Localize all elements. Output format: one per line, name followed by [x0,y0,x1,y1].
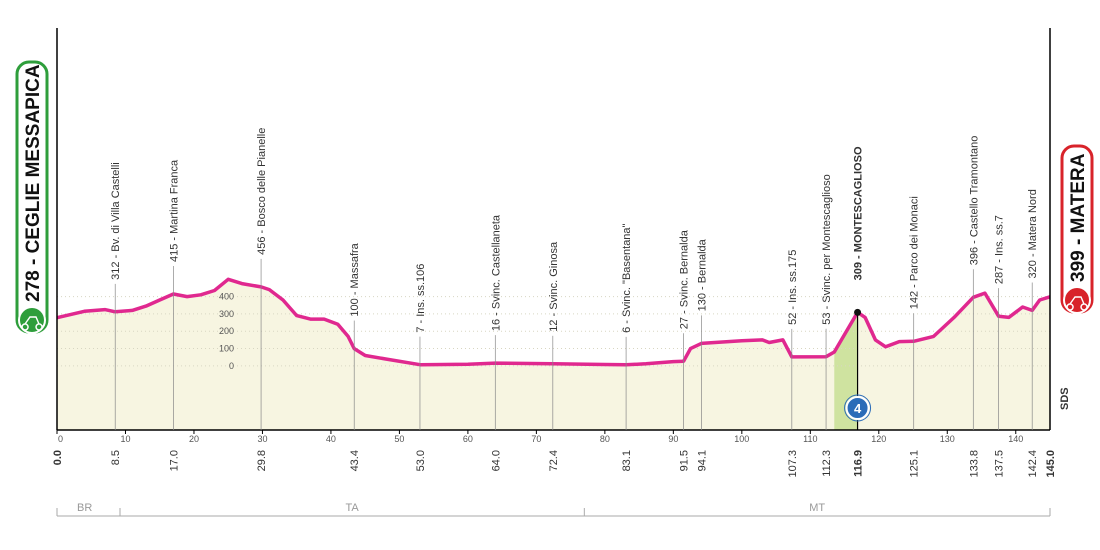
km-label: 83.1 [621,450,633,471]
province-label: BR [77,502,92,514]
waypoint-label: 312 - Bv. di Villa Castelli [110,162,122,280]
waypoint-dot [854,308,862,316]
profile-line [56,277,1051,367]
km-label: 137.5 [994,450,1006,478]
x-tick-label: 100 [734,434,749,444]
y-tick-label: 400 [219,292,234,302]
waypoint-label: 415 - Martina Franca [168,159,180,262]
waypoint-label: 320 - Matera Nord [1027,189,1039,278]
waypoint-label: 396 - Castello Tramontano [968,136,980,266]
finish-km: 145.0 [1045,450,1057,478]
km-label: 91.5 [679,450,691,471]
km-label: 94.1 [696,450,708,471]
km-label: 72.4 [548,450,560,471]
km-label: 53.0 [415,450,427,471]
km-label: 133.8 [968,450,980,478]
start-icon [18,306,46,334]
climb-icon-ring [844,394,872,422]
start-km: 0.0 [52,450,64,465]
x-tick-label: 30 [257,434,267,444]
x-tick-label: 50 [394,434,404,444]
waypoint-label: 130 - Bernalda [696,238,708,311]
x-tick-label: 40 [326,434,336,444]
y-tick-label: 100 [219,344,234,354]
y-tick-label: 0 [229,361,234,371]
waypoint-label: 53 - Svinc. per Montescaglioso [821,174,833,324]
km-label: 64.0 [490,450,502,471]
province-label: MT [809,502,825,514]
x-tick-label: 130 [940,434,955,444]
km-label: 107.3 [787,450,799,478]
climb-category: 4 [854,401,862,416]
km-label: 29.8 [256,450,268,471]
y-tick-label: 300 [219,309,234,319]
waypoint-label: 7 - Ins. ss.106 [415,264,427,333]
km-label: 112.3 [821,450,833,477]
km-label: 116.9 [853,450,865,477]
x-tick-label: 90 [668,434,678,444]
km-label: 43.4 [349,450,361,471]
x-tick-label: 70 [531,434,541,444]
waypoint-label: 27 - Svinc. Bernalda [679,229,691,329]
finish-label: 399 - MATERA [1068,153,1089,282]
waypoint-label: 12 - Svinc. Ginosa [548,241,560,332]
km-label: 125.1 [909,450,921,478]
waypoint-label: 456 - Bosco delle Pianelle [256,128,268,255]
profile-area [57,279,1050,430]
start-label: 278 - CEGLIE MESSAPICA [23,64,44,302]
km-label: 142.4 [1027,450,1039,478]
x-tick-label: 80 [600,434,610,444]
x-tick-label: 0 [58,434,63,444]
waypoint-label: 142 - Parco dei Monaci [909,196,921,309]
waypoint-label: 100 - Massafra [349,242,361,316]
waypoint-label: 16 - Svinc. Castellaneta [490,214,502,331]
finish-icon [1063,286,1091,314]
sds-label: SDS [1059,387,1071,410]
climb-icon [845,396,870,420]
x-tick-label: 20 [189,434,199,444]
waypoint-label: 52 - Ins. ss.175 [787,250,799,325]
x-tick-label: 60 [463,434,473,444]
x-tick-label: 140 [1008,434,1023,444]
finish-bike [1066,296,1088,311]
x-tick-label: 10 [120,434,130,444]
waypoint-label: 287 - Ins. ss.7 [994,215,1006,284]
waypoint-label: 309 - MONTESCAGLIOSO [853,146,865,280]
x-tick-label: 120 [871,434,886,444]
start-bike [21,316,43,331]
y-tick-label: 200 [219,326,234,336]
x-tick-label: 110 [803,434,817,444]
province-label: TA [346,502,360,514]
waypoint-label: 6 - Svinc. "Basentana" [621,223,633,332]
km-label: 8.5 [110,450,122,465]
km-label: 17.0 [168,450,180,471]
